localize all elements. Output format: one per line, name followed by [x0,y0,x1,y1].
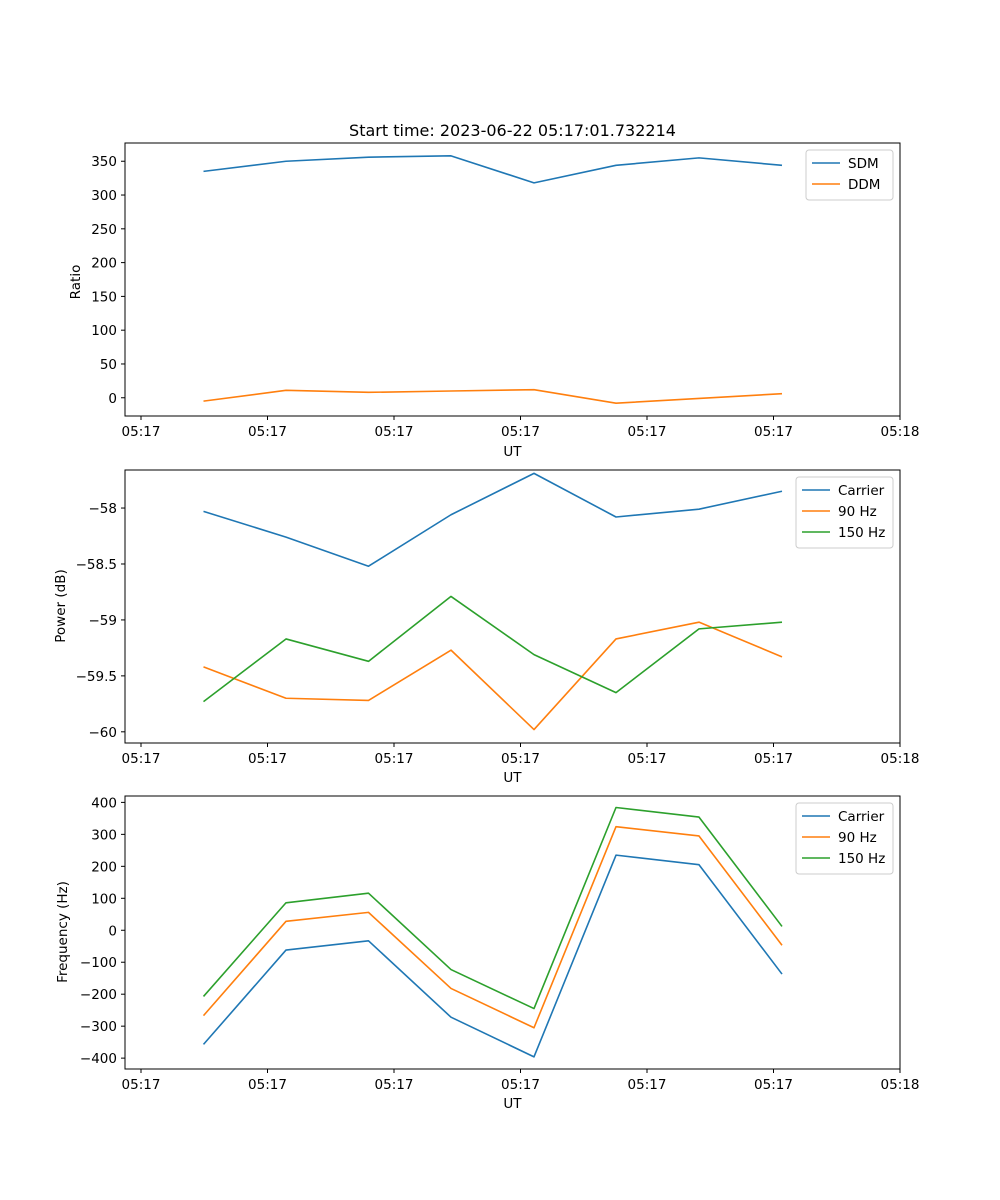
frequency-y-tick-label: 400 [91,795,117,811]
ratio-x-tick-label: 05:17 [248,424,287,440]
frequency-y-tick-label: 100 [91,891,117,907]
power-x-tick-label: 05:17 [628,751,667,767]
frequency-legend-label: Carrier [838,809,885,825]
power-legend-label: 150 Hz [838,525,885,541]
ratio-y-tick-label: 300 [91,188,117,204]
frequency-x-tick-label: 05:17 [754,1077,793,1093]
ratio-y-tick-label: 0 [108,391,117,407]
power-legend-label: Carrier [838,483,885,499]
ratio-x-axis-label: UT [503,444,522,460]
ratio-x-tick-label: 05:18 [881,424,920,440]
ratio-series-line-ddm [203,388,783,404]
power-x-tick-label: 05:17 [754,751,793,767]
power-y-tick-label: −58.5 [76,557,117,573]
frequency-legend-box [795,802,894,875]
ratio-y-axis-label: Ratio [68,265,84,300]
power-legend-label: 90 Hz [838,504,877,520]
ratio-chart-panel: UT Ratio 05:17 05:17 05:17 05:17 05:17 05:17 0… [68,142,920,460]
frequency-x-tick-label: 05:17 [501,1077,540,1093]
frequency-x-tick-label: 05:18 [881,1077,920,1093]
ratio-legend: SDM DDM [805,149,894,201]
ratio-plot-frame [124,142,901,417]
frequency-chart-panel: UT Frequency (Hz) 05:17 05:17 05:17 05:17 05… [55,795,919,1112]
frequency-y-tick-label: 200 [91,859,117,875]
frequency-y-tick-label: −400 [80,1051,117,1067]
frequency-x-axis-label: UT [503,1096,522,1112]
power-x-axis-label: UT [503,770,522,786]
ratio-legend-label: SDM [848,156,879,172]
ratio-x-tick-label: 05:17 [754,424,793,440]
ratio-x-tick-label: 05:17 [375,424,414,440]
ratio-y-tick-label: 150 [91,289,117,305]
ratio-x-tick-label: 05:17 [628,424,667,440]
power-series-line-150-hz [203,595,783,703]
power-y-tick-label: −60 [89,725,118,741]
power-x-tick-label: 05:18 [881,751,920,767]
frequency-x-tick-label: 05:17 [375,1077,414,1093]
power-series-line-90-hz [203,621,783,731]
ratio-series-line-sdm [203,155,783,184]
ratio-x-tick-label: 05:17 [501,424,540,440]
power-y-tick-label: −58 [89,501,118,517]
power-y-tick-label: −59 [89,613,118,629]
power-series-line-carrier [203,472,783,568]
chart-title: Start time: 2023-06-22 05:17:01.732214 [349,121,676,140]
ratio-x-tick-label: 05:17 [122,424,161,440]
frequency-legend: Carrier 90 Hz 150 Hz [795,802,894,875]
power-x-tick-label: 05:17 [501,751,540,767]
frequency-x-tick-label: 05:17 [248,1077,287,1093]
frequency-y-tick-label: 300 [91,827,117,843]
frequency-y-tick-label: −300 [80,1019,117,1035]
ratio-y-tick-label: 200 [91,256,117,272]
frequency-series-line-150-hz [202,806,783,1010]
frequency-y-tick-label: 0 [108,923,117,939]
power-x-tick-label: 05:17 [375,751,414,767]
power-legend: Carrier 90 Hz 150 Hz [795,476,894,549]
power-x-tick-label: 05:17 [122,751,161,767]
ratio-y-tick-label: 50 [100,357,117,373]
ratio-y-tick-label: 350 [91,154,117,170]
ratio-y-tick-label: 250 [91,222,117,238]
frequency-legend-label: 90 Hz [838,830,877,846]
frequency-x-tick-label: 05:17 [122,1077,161,1093]
power-chart-panel: UT Power (dB) 05:17 05:17 05:17 05:17 05:17 0… [53,469,920,786]
power-plot-frame [124,469,901,744]
ratio-y-tick-label: 100 [91,323,117,339]
frequency-y-tick-label: −100 [80,955,117,971]
frequency-y-axis-label: Frequency (Hz) [55,881,71,983]
frequency-x-tick-label: 05:17 [628,1077,667,1093]
frequency-series-line-carrier [202,854,783,1058]
frequency-series-line-90-hz [202,825,783,1029]
ratio-legend-label: DDM [848,177,880,193]
power-legend-box [795,476,894,549]
frequency-y-tick-label: −200 [80,987,117,1003]
frequency-plot-frame [124,795,901,1070]
power-y-axis-label: Power (dB) [53,569,69,642]
power-y-tick-label: −59.5 [76,669,117,685]
frequency-legend-label: 150 Hz [838,851,885,867]
power-x-tick-label: 05:17 [248,751,287,767]
